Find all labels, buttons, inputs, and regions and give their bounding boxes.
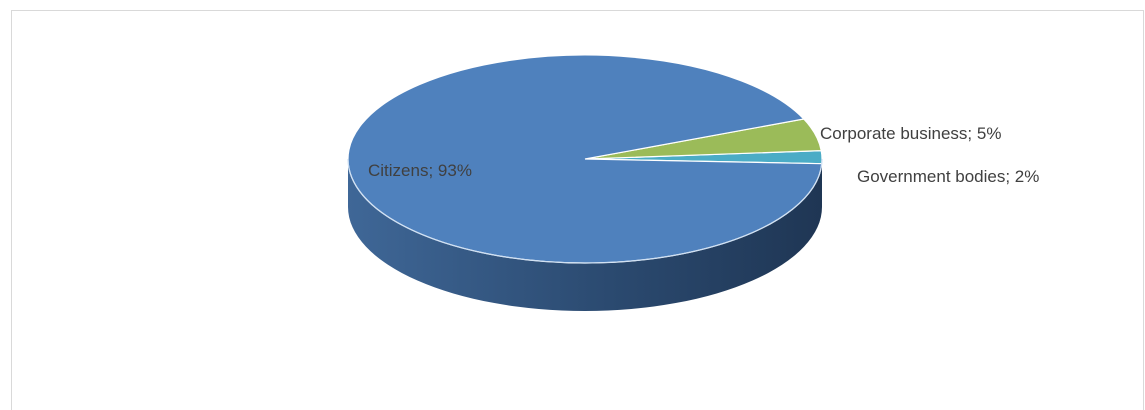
pie-side-wall xyxy=(348,159,822,311)
data-label-citizens: Citizens; 93% xyxy=(368,161,472,180)
pie-top xyxy=(347,54,823,264)
data-label-government-bodies: Government bodies; 2% xyxy=(857,167,1039,186)
pie-labels: Citizens; 93% Corporate business; 5% Gov… xyxy=(368,124,1039,186)
pie-rim xyxy=(347,158,823,264)
pie-chart: Citizens; 93% Corporate business; 5% Gov… xyxy=(347,54,1039,311)
data-label-corporate-business: Corporate business; 5% xyxy=(820,124,1001,143)
pie-side xyxy=(348,159,822,311)
